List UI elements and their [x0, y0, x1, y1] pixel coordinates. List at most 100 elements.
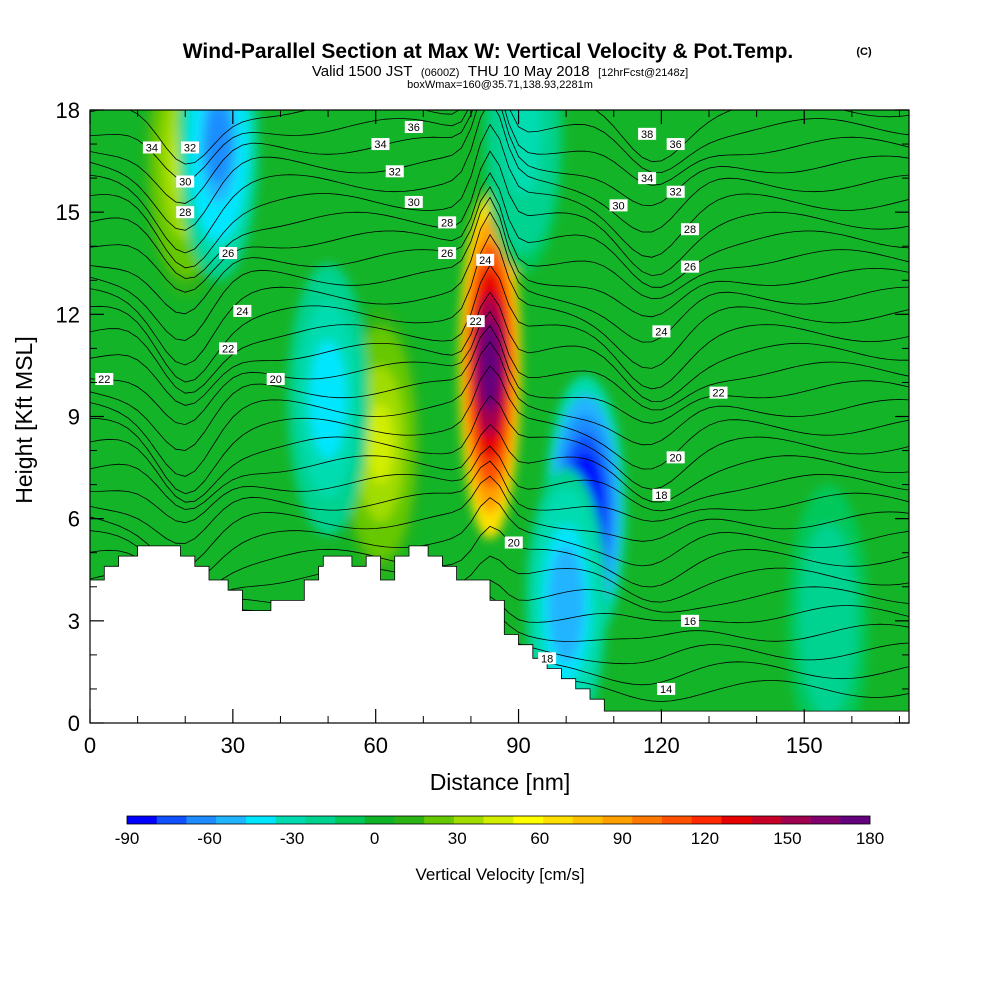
contour-label-box [666, 138, 685, 151]
x-tick-label: 90 [506, 733, 530, 758]
contour-label: 32 [666, 185, 685, 199]
contour-label: 32 [180, 141, 199, 154]
colorbar-swatch [216, 816, 247, 824]
theta-contour-30 [90, 110, 909, 181]
contour-label: 22 [709, 386, 728, 400]
contour-label-text: 32 [184, 142, 196, 154]
colorbar-swatch [780, 816, 811, 824]
contour-label-box [709, 386, 728, 399]
contour-label-box [476, 253, 495, 266]
contour-label: 30 [609, 199, 628, 212]
contour-label-box [404, 121, 423, 134]
theta-contour-27 [90, 110, 909, 254]
contour-label: 34 [371, 138, 390, 151]
theta-contour-11 [90, 445, 909, 524]
theta-contour-8 [90, 497, 909, 585]
contour-label-box [680, 260, 699, 273]
contour-label-box [266, 373, 285, 386]
contour-label-text: 28 [441, 217, 453, 229]
x-axis-label: Distance [nm] [430, 769, 571, 795]
subtitle-forecast: [12hrFcst@2148z] [598, 67, 688, 79]
contour-label: 38 [638, 127, 657, 141]
contour-label-box [666, 451, 685, 464]
colorbar-swatch [335, 816, 366, 824]
colorbar-swatch [751, 816, 782, 824]
contour-label: 22 [95, 373, 114, 386]
theta-contour-23 [90, 186, 909, 315]
subtitle-utc: (0600Z) [421, 67, 460, 79]
contour-label-text: 24 [236, 306, 248, 318]
contour-label: 28 [438, 216, 457, 229]
velocity-cell-1-5 [367, 404, 394, 484]
contour-label-box [638, 127, 657, 140]
contour-label-text: 30 [408, 197, 420, 209]
x-tick-label: 60 [363, 733, 387, 758]
contour-label-box [652, 488, 671, 501]
y-tick-label: 6 [68, 507, 80, 532]
y-tick-label: 15 [56, 200, 80, 225]
contour-label: 14 [657, 682, 676, 696]
theta-contour-17 [90, 310, 909, 426]
contour-label-text: 28 [179, 207, 191, 219]
contour-label-text: 20 [508, 538, 520, 550]
contour-label-box [680, 223, 699, 236]
contour-label-box [371, 138, 390, 151]
contour-label: 30 [176, 175, 195, 189]
velocity-cell-7-5 [510, 110, 537, 177]
colorbar-swatch [661, 816, 692, 824]
copyright-mark: (C) [856, 46, 872, 58]
contour-label: 36 [666, 138, 685, 151]
contour-label: 26 [219, 247, 238, 260]
theta-contour-29 [90, 110, 909, 204]
contour-label-text: 32 [670, 187, 682, 199]
colorbar-tick-label: 60 [530, 829, 549, 848]
contour-label-box [652, 325, 671, 338]
contour-label-box [404, 195, 423, 208]
colorbar-swatch [305, 816, 336, 824]
colorbar-tick-label: 150 [773, 829, 801, 848]
contour-label-text: 20 [670, 452, 682, 464]
y-tick-label: 3 [68, 609, 80, 634]
contour-label-box [466, 315, 485, 328]
theta-contour-18 [90, 291, 909, 406]
contour-label-box [219, 247, 238, 260]
colorbar-swatch [513, 816, 544, 824]
colorbar-swatch [245, 816, 276, 824]
x-tick-label: 150 [786, 733, 823, 758]
contour-label-box [219, 342, 238, 355]
colorbar-tick-label: 90 [613, 829, 632, 848]
contour-label-text: 30 [612, 200, 624, 212]
colorbar-swatch [810, 816, 841, 824]
contour-label-text: 26 [684, 262, 696, 274]
x-tick-label: 30 [221, 733, 245, 758]
contour-label-text: 34 [641, 173, 653, 185]
chart-subtitle: Valid 1500 JST (0600Z) THU 10 May 2018 [… [312, 63, 688, 80]
colorbar-tick-label: -30 [280, 829, 305, 848]
colorbar-swatch [632, 816, 663, 824]
theta-contour-9 [90, 475, 909, 567]
contour-label: 28 [680, 223, 699, 236]
contour-label-box [95, 373, 114, 386]
contour-label-text: 16 [684, 616, 696, 628]
colorbar-frame [126, 815, 871, 825]
theta-contour-28 [90, 110, 909, 231]
chart-title: Wind-Parallel Section at Max W: Vertical… [183, 40, 794, 63]
colorbar-swatch [483, 816, 514, 824]
theta-contour-16 [90, 325, 909, 451]
contour-label: 24 [652, 325, 671, 338]
theta-contour-22 [90, 196, 909, 341]
potential-temperature-contours [90, 110, 909, 702]
colorbar-swatch [127, 816, 158, 824]
y-tick-label: 18 [56, 98, 80, 123]
velocity-cell-8-5 [815, 581, 841, 661]
colorbar-tick-label: 0 [370, 829, 379, 848]
contour-label-text: 32 [389, 166, 401, 178]
contour-label-box [385, 165, 404, 178]
x-tick-label: 120 [643, 733, 680, 758]
contour-label-box [176, 175, 195, 188]
contour-label: 26 [680, 260, 699, 274]
contour-label-box [504, 536, 523, 549]
y-tick-label: 12 [56, 302, 80, 327]
colorbar-swatch [721, 816, 752, 824]
